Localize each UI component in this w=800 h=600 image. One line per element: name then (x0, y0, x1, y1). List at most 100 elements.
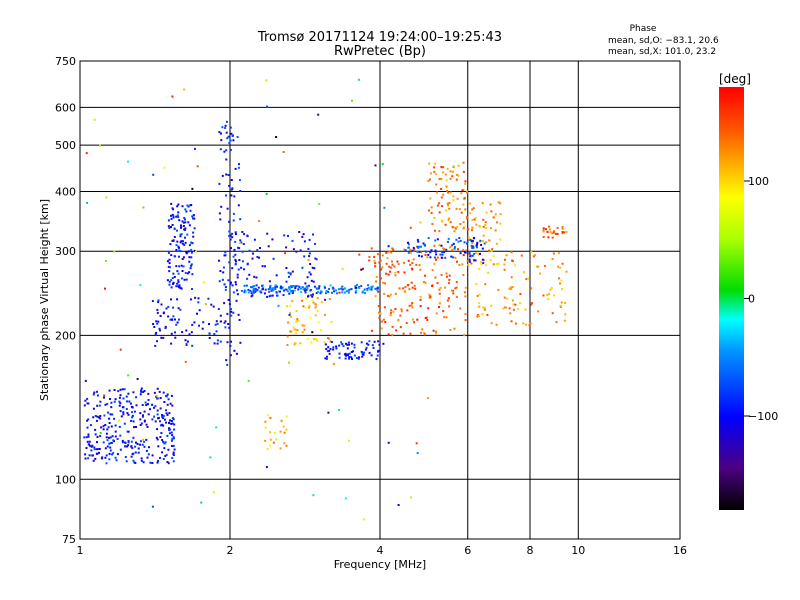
data-point (400, 308, 403, 311)
data-point (296, 329, 299, 332)
data-point (102, 428, 105, 431)
data-point (335, 289, 337, 292)
data-point (482, 306, 485, 309)
data-point (190, 248, 193, 251)
data-point (508, 307, 511, 310)
data-point (276, 294, 279, 297)
data-point (145, 423, 148, 426)
data-point (218, 131, 221, 134)
data-point (130, 419, 133, 422)
data-point (161, 439, 164, 441)
data-point (162, 311, 165, 314)
data-point (192, 217, 194, 220)
data-point (482, 218, 485, 221)
data-point (235, 260, 237, 263)
data-point (134, 445, 137, 448)
data-point (241, 250, 244, 253)
data-point (341, 343, 344, 346)
data-point (492, 216, 495, 219)
data-point (139, 424, 142, 426)
data-point (177, 272, 180, 275)
data-point (139, 443, 142, 446)
data-point (97, 448, 100, 450)
data-point (307, 259, 310, 261)
data-point (492, 255, 495, 258)
data-point (338, 291, 341, 294)
data-point (448, 282, 450, 285)
data-point (157, 445, 160, 448)
data-point (234, 283, 237, 286)
data-point (499, 213, 502, 216)
data-point (172, 282, 174, 285)
data-point (449, 221, 452, 224)
data-point (483, 242, 486, 245)
data-point (435, 258, 437, 261)
data-point (220, 320, 222, 323)
data-point (317, 113, 320, 116)
data-point (388, 295, 391, 298)
data-point (557, 265, 560, 268)
data-point (391, 334, 394, 337)
data-point (440, 274, 443, 276)
data-point (189, 298, 192, 301)
data-point (214, 323, 217, 326)
data-point (442, 166, 445, 169)
data-point (208, 323, 210, 325)
data-point (293, 328, 296, 331)
data-point (131, 416, 134, 419)
data-point (309, 273, 312, 276)
data-point (107, 436, 110, 439)
data-point (393, 265, 396, 268)
data-point (234, 258, 237, 261)
data-point (450, 255, 453, 258)
data-point (177, 216, 180, 219)
data-point (445, 272, 448, 275)
data-point (159, 397, 162, 399)
data-point (174, 331, 176, 334)
data-point (409, 263, 412, 266)
data-point (151, 418, 154, 421)
data-point (215, 330, 218, 333)
data-point (247, 288, 250, 291)
data-point (86, 397, 89, 400)
data-point (549, 231, 552, 233)
data-point (427, 179, 430, 182)
data-point (348, 352, 351, 355)
data-point (102, 441, 105, 444)
y-tick-label: 600 (55, 101, 76, 114)
data-point (185, 278, 188, 281)
data-point (99, 417, 102, 420)
data-point (394, 271, 397, 274)
data-point (362, 518, 365, 521)
data-point (368, 340, 371, 343)
data-point (429, 295, 432, 298)
data-point (332, 348, 335, 351)
data-point (374, 287, 377, 290)
data-point (463, 334, 466, 337)
data-point (344, 497, 347, 500)
data-point (230, 281, 232, 284)
data-point (111, 453, 114, 456)
data-point (439, 286, 442, 289)
data-point (448, 305, 451, 308)
data-point (132, 420, 135, 423)
data-point (397, 504, 400, 506)
data-point (261, 284, 263, 287)
x-axis-ticks: 1 2 4 6 8 10 16 (77, 544, 688, 557)
data-point (157, 459, 159, 462)
data-point (453, 246, 456, 249)
data-point (232, 255, 235, 258)
data-point (471, 241, 474, 244)
data-point (295, 250, 298, 253)
data-point (438, 230, 441, 233)
data-point (480, 263, 483, 266)
data-point (442, 171, 444, 174)
data-point (341, 285, 344, 288)
data-point (252, 288, 255, 291)
data-point (179, 233, 182, 236)
data-point (296, 318, 299, 321)
data-point (494, 213, 497, 216)
data-point (162, 440, 165, 443)
data-point (266, 105, 269, 108)
data-point (290, 285, 293, 287)
